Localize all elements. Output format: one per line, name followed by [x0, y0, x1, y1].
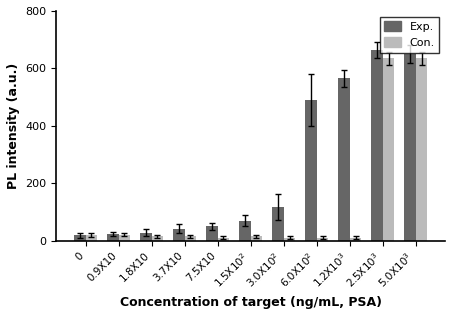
- Y-axis label: PL intensity (a.u.): PL intensity (a.u.): [7, 63, 20, 189]
- X-axis label: Concentration of target (ng/mL, PSA): Concentration of target (ng/mL, PSA): [120, 296, 381, 309]
- Bar: [250, 236, 262, 240]
- Bar: [304, 100, 316, 240]
- Bar: [173, 228, 184, 240]
- Bar: [272, 207, 283, 240]
- Bar: [337, 78, 349, 240]
- Bar: [140, 233, 151, 240]
- Bar: [74, 235, 85, 240]
- Bar: [107, 234, 118, 240]
- Bar: [370, 50, 382, 240]
- Bar: [118, 235, 130, 240]
- Bar: [184, 236, 196, 240]
- Bar: [415, 58, 427, 240]
- Bar: [349, 238, 360, 240]
- Bar: [239, 221, 250, 240]
- Legend: Exp., Con.: Exp., Con.: [379, 16, 438, 52]
- Bar: [316, 238, 327, 240]
- Bar: [382, 58, 393, 240]
- Bar: [206, 226, 217, 240]
- Bar: [217, 238, 229, 240]
- Bar: [151, 236, 163, 240]
- Bar: [283, 238, 295, 240]
- Bar: [403, 54, 415, 240]
- Bar: [85, 235, 97, 240]
